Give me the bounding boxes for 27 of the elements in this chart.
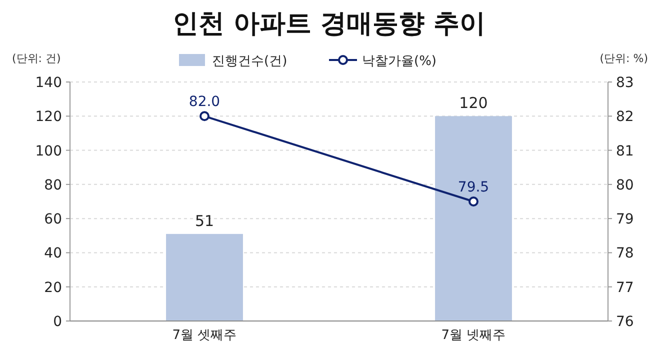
y-tick-label: 0	[53, 314, 62, 330]
y2-tick-label: 77	[616, 280, 634, 296]
y2-tick-label: 81	[616, 143, 634, 160]
y-tick-label: 120	[35, 109, 62, 126]
y-tick-label: 60	[44, 212, 62, 228]
chart-title: 인천 아파트 경매동향 추이	[172, 9, 486, 39]
y-tick-label: 40	[44, 246, 62, 262]
y2-axis-title: (단위: %)	[600, 52, 648, 65]
y-tick-label: 100	[35, 143, 62, 160]
y-tick-label: 20	[44, 280, 62, 296]
y2-tick-label: 80	[616, 177, 634, 194]
y2-tick-label: 82	[616, 109, 634, 126]
x-tick-label: 7월 셋째주	[172, 328, 237, 343]
y-tick-label: 140	[35, 75, 62, 91]
y-axis-title: (단위: 건)	[12, 52, 61, 65]
y2-tick-label: 83	[616, 75, 634, 91]
data-label: 79.5	[458, 180, 490, 196]
data-label: 120	[459, 94, 488, 112]
data-label: 82.0	[188, 94, 220, 110]
legend-label: 진행건수(건)	[212, 54, 288, 69]
y2-tick-label: 78	[616, 246, 634, 262]
y2-tick-label: 79	[616, 212, 634, 228]
y-tick-label: 80	[44, 177, 62, 194]
legend-label: 낙찰가율(%)	[362, 54, 436, 69]
x-tick-label: 7월 넷째주	[441, 328, 506, 343]
y2-tick-label: 76	[616, 314, 634, 330]
data-label: 51	[194, 212, 214, 230]
